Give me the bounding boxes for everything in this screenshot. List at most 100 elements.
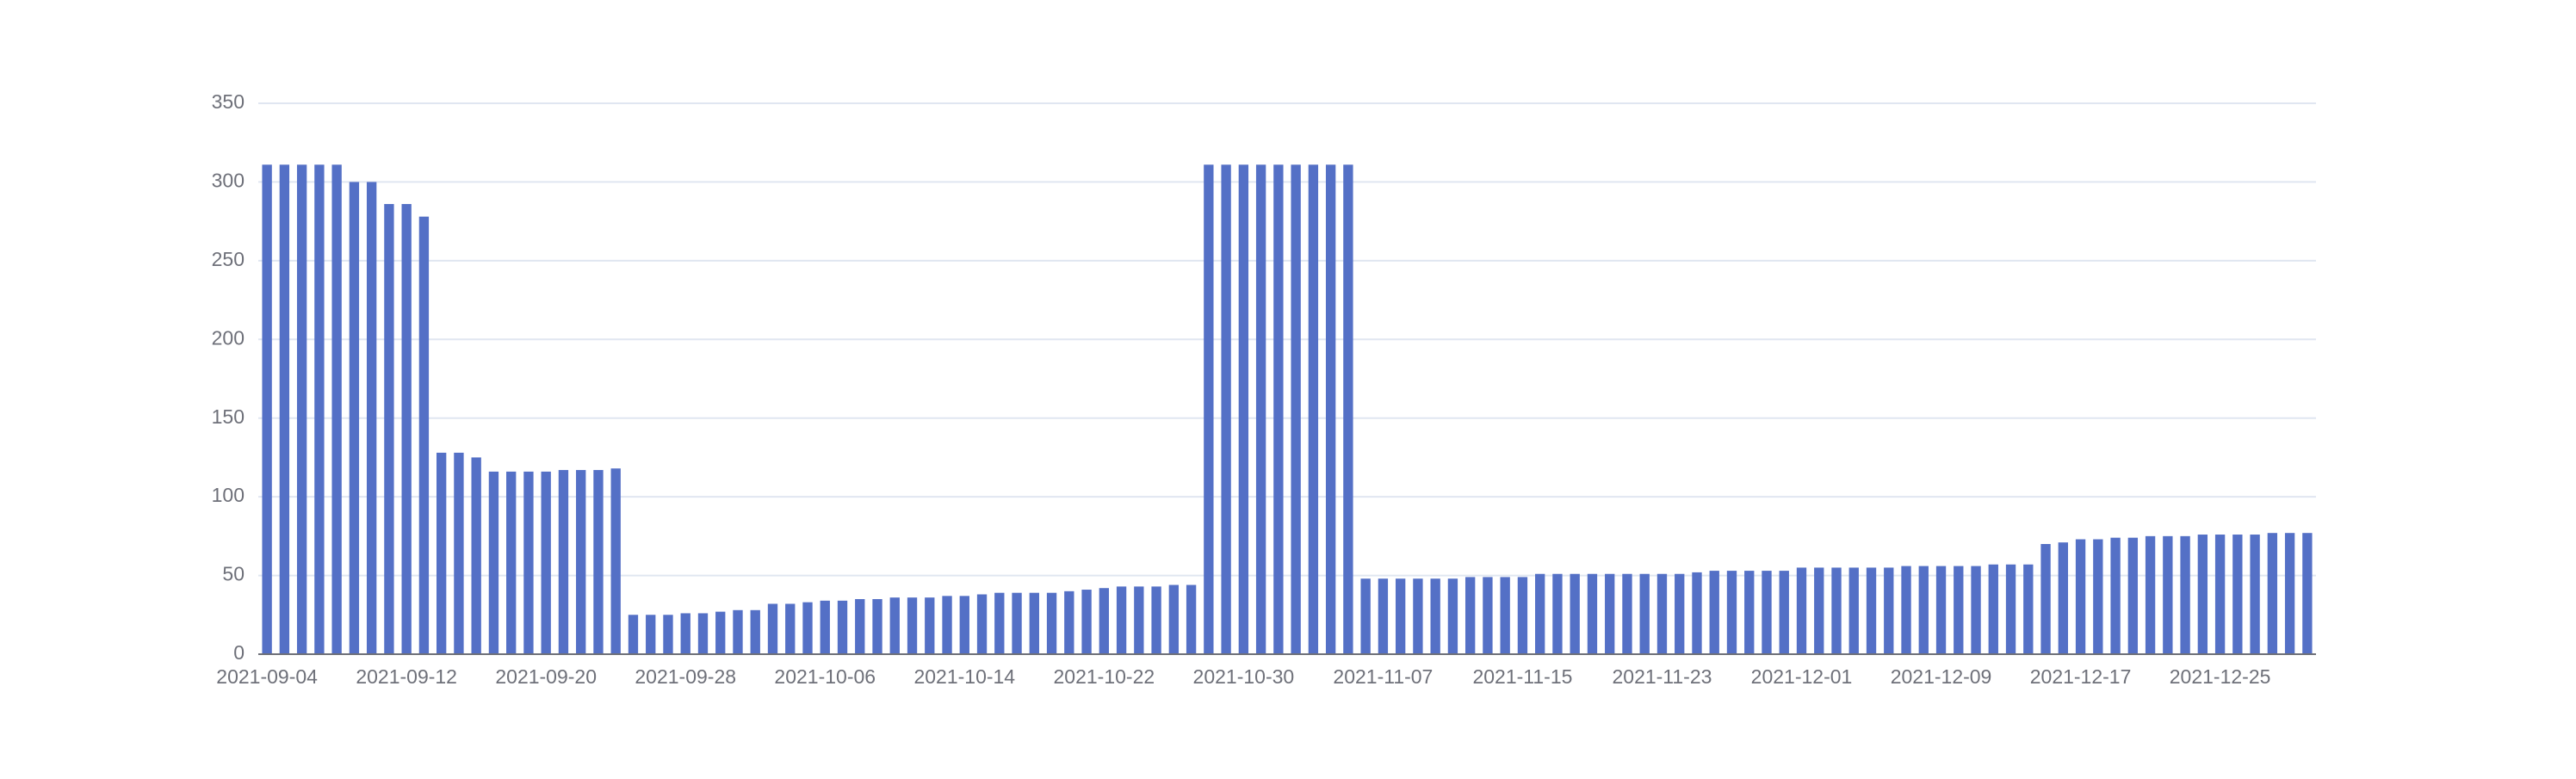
bar <box>2005 564 2016 654</box>
bar <box>541 471 551 654</box>
bar <box>1954 566 1964 654</box>
bar <box>1308 164 1319 655</box>
bar <box>959 596 969 654</box>
bar <box>401 204 412 654</box>
bar <box>1935 566 1947 654</box>
bar <box>2127 537 2139 654</box>
bar <box>646 615 656 654</box>
x-tick-label: 2021-12-17 <box>2030 665 2132 688</box>
bar <box>1081 590 1092 654</box>
x-tick-label: 2021-12-01 <box>1751 665 1853 688</box>
bar <box>1884 567 1894 654</box>
bar <box>802 602 813 654</box>
bar <box>907 597 918 654</box>
y-tick-label: 250 <box>212 248 245 270</box>
bar <box>1622 573 1632 654</box>
bar <box>523 471 534 654</box>
bar <box>1325 164 1336 655</box>
bar <box>1413 578 1423 654</box>
y-tick-label: 150 <box>212 405 245 428</box>
bar <box>1605 573 1615 654</box>
bar <box>1064 590 1074 654</box>
bar <box>1430 578 1440 654</box>
bar <box>454 452 464 654</box>
bar <box>628 615 639 654</box>
bar <box>1238 164 1249 655</box>
bar <box>488 471 499 654</box>
bar <box>1726 571 1737 654</box>
bar <box>2250 535 2260 654</box>
y-tick-label: 350 <box>212 90 245 113</box>
bar <box>820 600 830 654</box>
bar <box>994 592 1005 654</box>
bar <box>663 615 673 654</box>
bar <box>314 164 325 655</box>
x-tick-label: 2021-09-04 <box>216 665 318 688</box>
x-tick-label: 2021-11-23 <box>1612 665 1712 688</box>
bar <box>1639 573 1650 654</box>
bar <box>1116 586 1127 654</box>
bar <box>1029 592 1039 654</box>
bar <box>2093 539 2103 654</box>
bar <box>697 613 709 654</box>
y-tick-label: 0 <box>233 641 245 664</box>
x-tick-label: 2021-12-09 <box>1891 665 1992 688</box>
bar <box>366 182 377 654</box>
bar <box>436 452 447 654</box>
bar <box>2180 535 2190 654</box>
bar <box>1587 573 1598 654</box>
bar <box>1483 577 1493 654</box>
bar <box>750 609 760 654</box>
x-tick-label: 2021-09-28 <box>635 665 736 688</box>
bar <box>1692 572 1702 654</box>
bar <box>1168 584 1180 654</box>
bar <box>1395 578 1406 654</box>
bar <box>2145 535 2156 654</box>
bar <box>1656 573 1668 654</box>
bar <box>279 164 290 655</box>
bar <box>1255 164 1266 655</box>
bar <box>2214 535 2226 654</box>
bar <box>1709 571 1719 654</box>
bar <box>767 603 778 654</box>
bar <box>2267 533 2278 654</box>
bar <box>1378 578 1389 654</box>
bar <box>262 164 272 655</box>
y-tick-label: 100 <box>212 484 245 506</box>
x-tick-label: 2021-12-25 <box>2170 665 2271 688</box>
bar <box>1517 577 1528 654</box>
bar <box>1831 567 1842 654</box>
bar <box>610 468 621 654</box>
bar <box>942 596 952 654</box>
bar <box>1134 586 1144 654</box>
y-tick-label: 200 <box>212 326 245 349</box>
bar <box>889 597 900 654</box>
bar <box>1988 564 1998 654</box>
bar <box>2302 533 2313 654</box>
bar <box>1447 578 1458 654</box>
bar <box>1221 164 1231 655</box>
bar <box>1046 592 1057 654</box>
bar <box>2075 539 2086 654</box>
bar <box>2232 535 2243 654</box>
bar <box>1360 578 1371 654</box>
bar <box>1291 164 1301 655</box>
bar <box>1814 567 1824 654</box>
bar <box>506 471 517 654</box>
y-tick-label: 300 <box>212 170 245 192</box>
bar <box>331 164 342 655</box>
bar <box>2163 535 2173 654</box>
bar <box>1535 573 1545 654</box>
x-tick-label: 2021-09-20 <box>495 665 597 688</box>
x-tick-label: 2021-11-07 <box>1333 665 1433 688</box>
bar <box>1779 571 1789 654</box>
bar <box>2058 542 2068 654</box>
bar <box>1971 566 1981 654</box>
bar <box>2040 544 2051 654</box>
y-tick-label: 50 <box>222 563 245 585</box>
bar <box>1552 573 1563 654</box>
bar <box>855 599 865 654</box>
bar <box>1500 577 1510 654</box>
bar <box>2197 535 2208 654</box>
